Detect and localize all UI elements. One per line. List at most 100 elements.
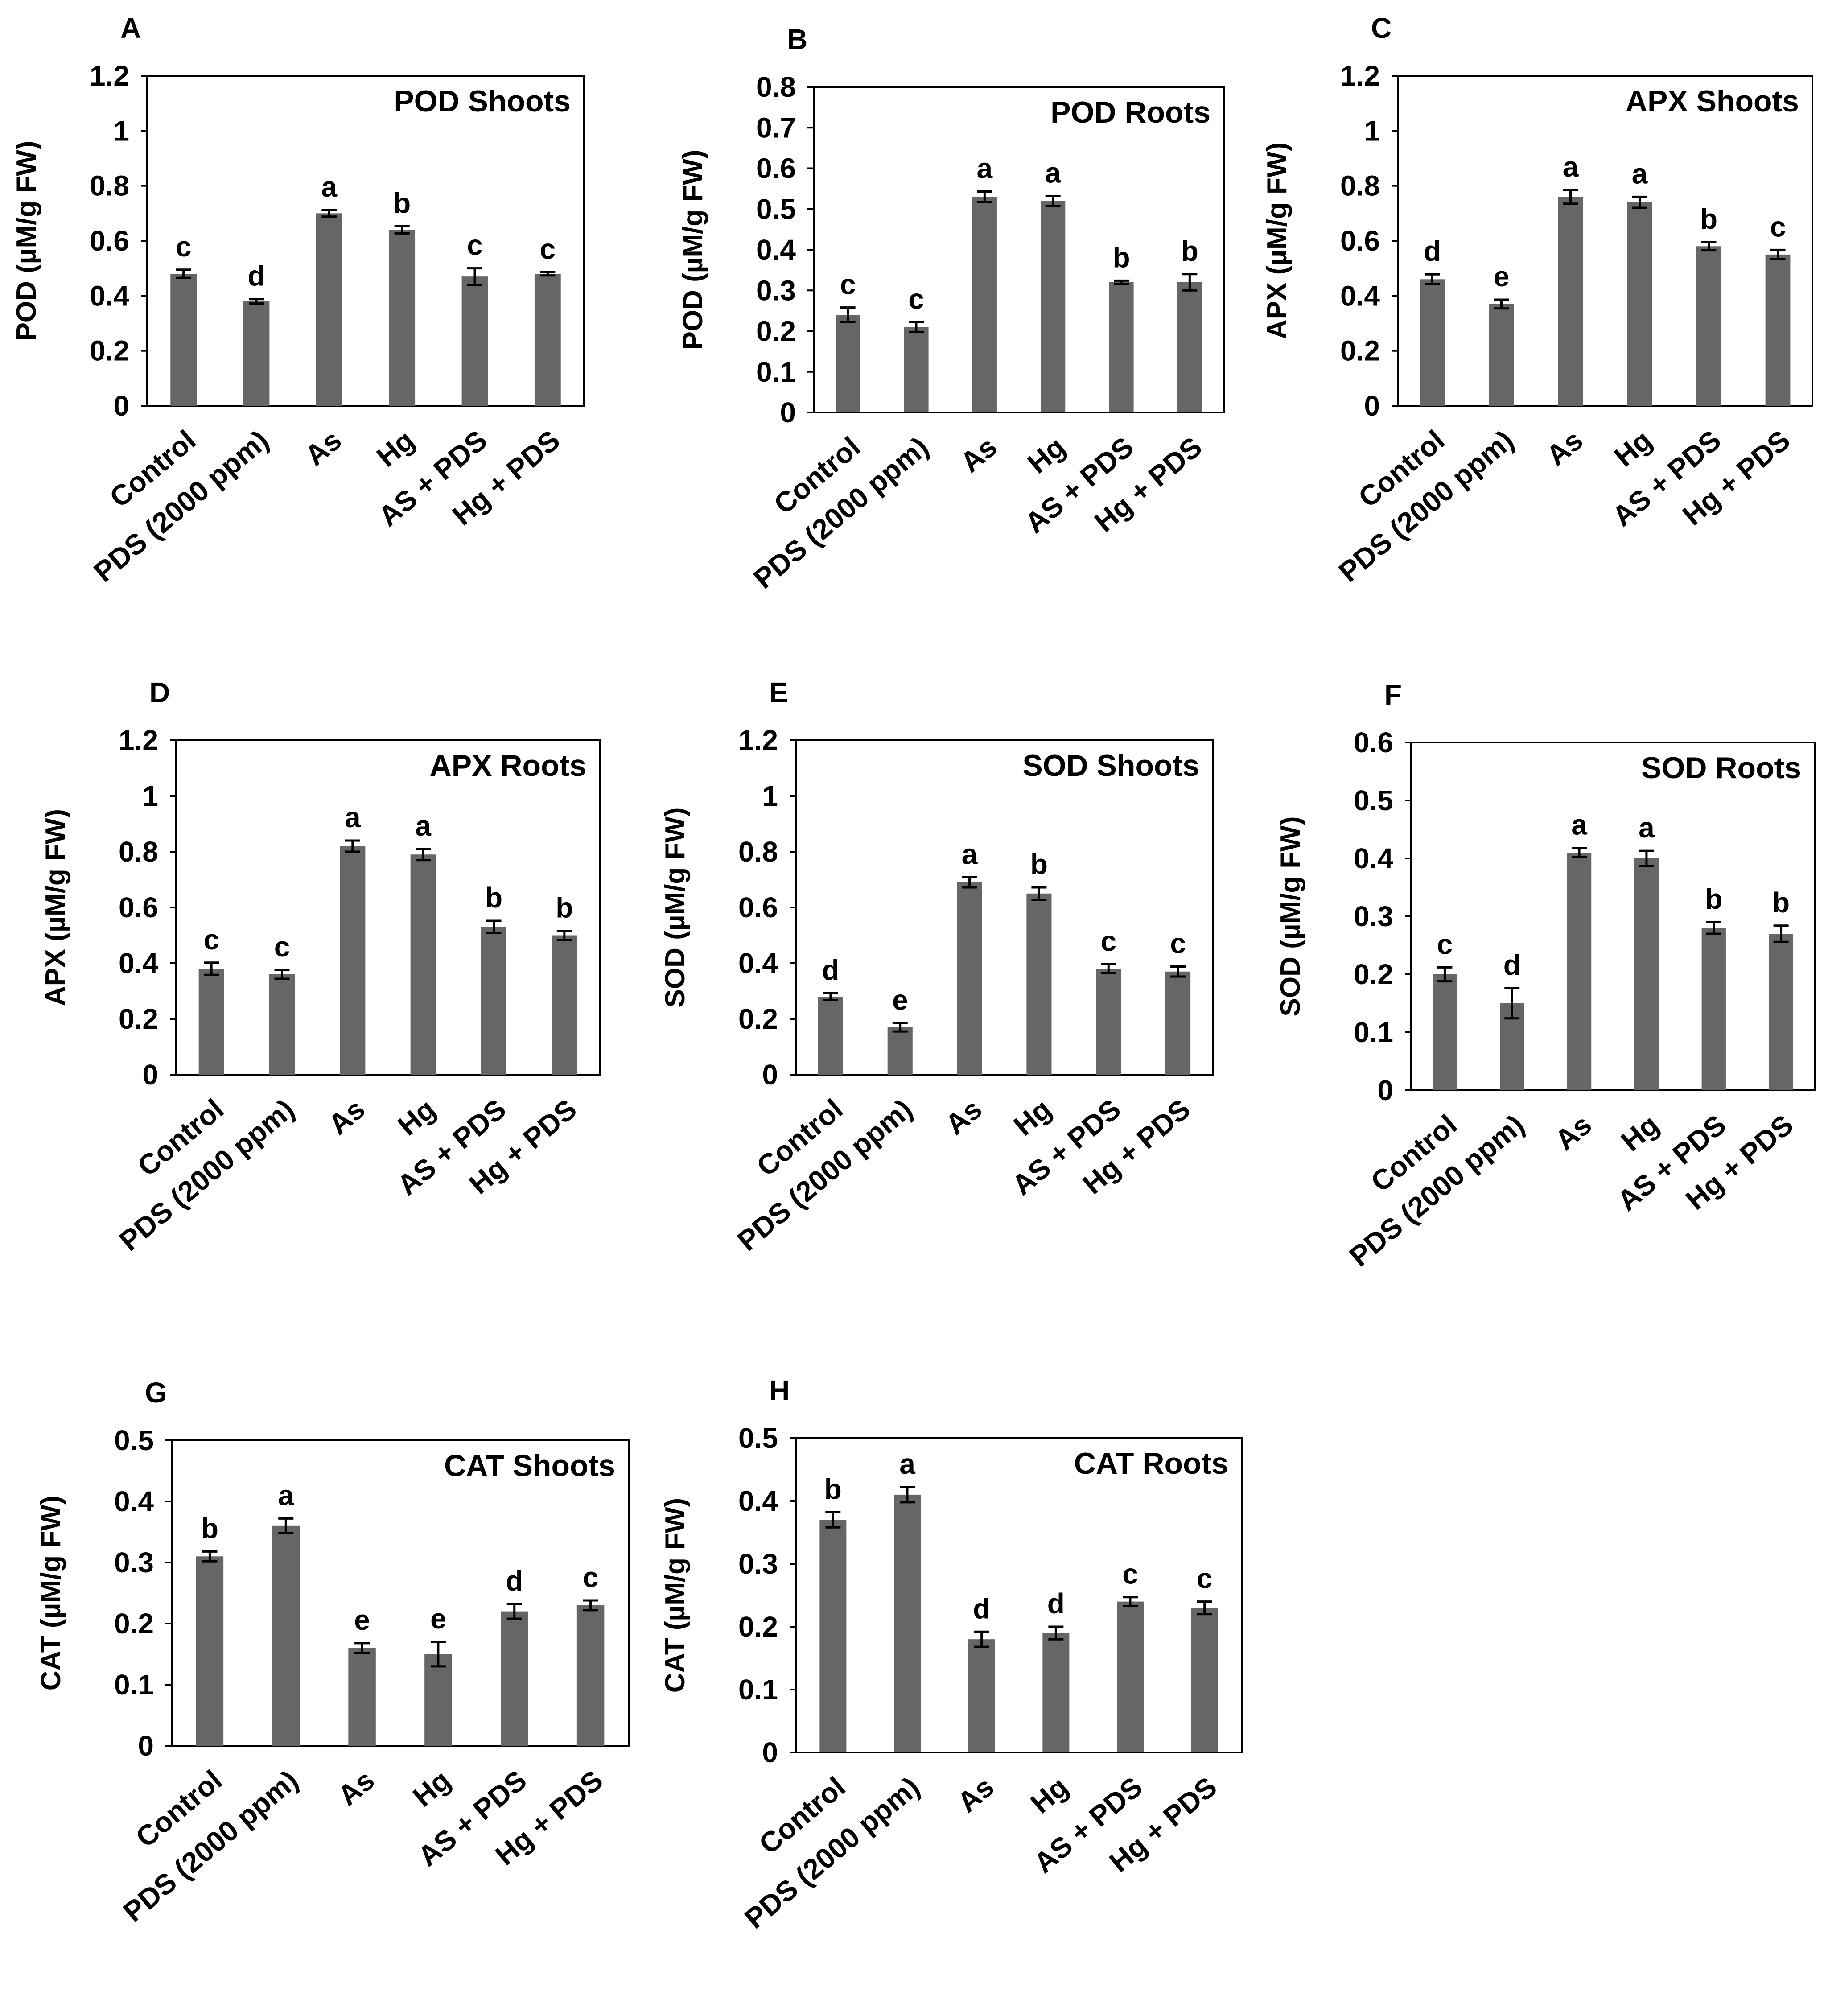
error-bar: [278, 1517, 294, 1534]
error-bar: [176, 268, 191, 279]
y-tick-label: 0.6: [119, 891, 158, 923]
significance-letter: c: [540, 233, 556, 265]
significance-letter: c: [840, 268, 856, 301]
panel-letter: F: [1384, 679, 1402, 711]
bar: [481, 927, 506, 1075]
x-tick-label: As: [1549, 1109, 1597, 1157]
x-tick-label: Hg: [392, 1093, 442, 1142]
y-tick-label: 0.2: [738, 1611, 778, 1643]
significance-letter: a: [977, 153, 993, 185]
chart-panel-G: G CAT Shoots 0 0.1 0.2 0.3 0.4 0.5 CAT (µM/g FW)…: [36, 1377, 630, 1928]
y-axis-label: SOD (µM/g FW): [660, 808, 691, 1008]
error-bar: [249, 298, 264, 305]
y-axis-label: APX (µM/g FW): [1262, 142, 1293, 339]
bar: [972, 197, 997, 412]
significance-letter: c: [1122, 1558, 1138, 1590]
bar: [836, 315, 860, 412]
x-tick-label: Hg: [371, 424, 420, 473]
y-tick-label: 0.4: [738, 947, 778, 979]
significance-letter: e: [354, 1604, 370, 1636]
y-axis-label: APX (µM/g FW): [40, 809, 71, 1006]
bar: [501, 1611, 528, 1746]
y-tick-label: 0.1: [114, 1669, 154, 1701]
error-bar: [345, 839, 360, 853]
y-tick-label: 0.5: [738, 1422, 778, 1454]
plot-frame: [171, 1439, 630, 1747]
error-bar: [556, 930, 572, 941]
error-bar: [1101, 963, 1116, 974]
plot-frame: [1410, 742, 1816, 1091]
error-bar: [1773, 924, 1789, 943]
y-tick-label: 0.4: [756, 234, 796, 266]
significance-letter: c: [583, 1561, 599, 1593]
bar: [1042, 1633, 1070, 1752]
bar: [552, 935, 577, 1075]
significance-letter: b: [485, 882, 502, 914]
error-bar: [900, 1486, 915, 1504]
significance-letter: c: [274, 931, 290, 963]
error-bar: [1182, 273, 1198, 292]
significance-letter: c: [203, 923, 219, 956]
bar: [1117, 1601, 1144, 1752]
error-bar: [1123, 1596, 1138, 1607]
significance-letter: d: [247, 260, 265, 292]
error-bar: [202, 1550, 218, 1563]
bar: [243, 301, 270, 406]
error-bar: [1572, 847, 1587, 858]
significance-letter: d: [822, 954, 839, 986]
significance-letter: d: [973, 1592, 990, 1624]
y-tick-label: 0.3: [1354, 900, 1393, 932]
y-tick-label: 0: [142, 1059, 158, 1091]
bar: [198, 969, 224, 1075]
error-bar: [1031, 886, 1047, 901]
significance-letter: c: [467, 229, 483, 261]
bar: [957, 882, 982, 1075]
significance-letter: b: [1181, 235, 1198, 267]
significance-letter: d: [1424, 235, 1441, 267]
chart-title: APX Roots: [430, 749, 586, 783]
panel-letter: C: [1371, 12, 1392, 44]
y-tick-label: 0.1: [1354, 1016, 1393, 1048]
y-tick-label: 0.2: [90, 335, 129, 367]
plot-frame: [1397, 75, 1813, 407]
significance-letter: a: [278, 1479, 294, 1511]
significance-letter: a: [1045, 157, 1061, 189]
plot-frame: [175, 739, 601, 1076]
x-tick-label: Hg: [1008, 1093, 1058, 1142]
significance-letter: d: [506, 1565, 523, 1597]
y-tick-label: 0.4: [1340, 280, 1380, 312]
error-bar: [974, 1630, 989, 1648]
y-tick-label: 0.3: [114, 1546, 154, 1579]
bar: [1420, 279, 1445, 406]
significance-letter: a: [899, 1448, 915, 1480]
error-bar: [892, 1022, 908, 1033]
y-tick-label: 1.2: [90, 60, 129, 92]
y-tick-label: 0.4: [1354, 842, 1393, 874]
significance-letter: c: [1770, 210, 1786, 243]
significance-letter: a: [962, 838, 978, 870]
y-tick-label: 0.2: [756, 315, 796, 347]
significance-letter: a: [1563, 151, 1579, 183]
y-tick-label: 0.4: [90, 280, 129, 312]
y-tick-label: 0.1: [738, 1674, 778, 1706]
bar: [1026, 893, 1052, 1075]
error-bar: [962, 876, 977, 889]
x-tick-label: Hg: [1608, 424, 1658, 473]
bar: [410, 854, 436, 1075]
y-tick-label: 0.7: [756, 111, 796, 144]
error-bar: [321, 209, 337, 218]
bar: [348, 1648, 376, 1746]
x-tick-label: As: [939, 1093, 988, 1141]
x-tick-label: As: [332, 1764, 380, 1812]
y-tick-label: 1.2: [119, 724, 158, 756]
y-axis-label: CAT (µM/g FW): [660, 1498, 691, 1693]
error-bar: [1425, 273, 1440, 285]
panel-letter: E: [769, 676, 788, 709]
plot-frame: [146, 75, 585, 407]
significance-letter: a: [321, 171, 338, 203]
y-tick-label: 0.2: [1354, 958, 1393, 990]
bar: [1165, 971, 1191, 1075]
panel-letter: B: [787, 23, 807, 55]
x-tick-label: As: [954, 431, 1003, 479]
